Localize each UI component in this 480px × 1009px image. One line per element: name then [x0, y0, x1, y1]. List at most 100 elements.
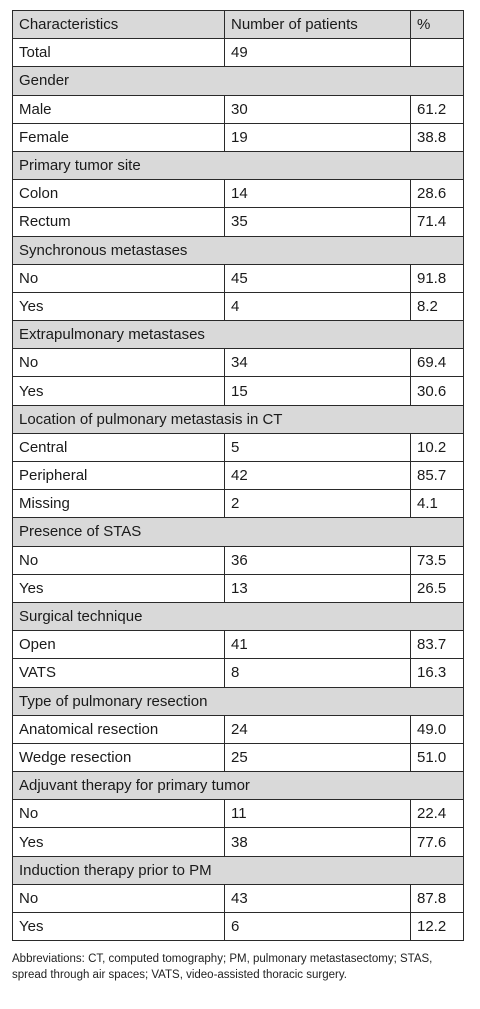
row-count: 14	[224, 179, 411, 209]
row-percent: 49.0	[410, 714, 464, 744]
section-title: Type of pulmonary resection	[12, 686, 464, 716]
table-row: Wedge resection 25 51.0	[12, 742, 464, 773]
row-label: Female	[12, 122, 225, 152]
row-label: Yes	[12, 291, 225, 322]
table-row: Yes 38 77.6	[12, 827, 464, 857]
row-label: No	[12, 348, 225, 378]
row-count: 2	[224, 489, 411, 519]
section-header-row: Location of pulmonary metastasis in CT	[12, 404, 464, 434]
table-row: Open 41 83.7	[12, 630, 464, 660]
header-number-of-patients: Number of patients	[224, 9, 411, 40]
row-count: 41	[224, 630, 411, 660]
table-row: Rectum 35 71.4	[12, 207, 464, 237]
row-percent: 85.7	[410, 460, 464, 491]
row-percent: 73.5	[410, 545, 464, 575]
table-row: Yes 15 30.6	[12, 376, 464, 406]
section-header-row: Adjuvant therapy for primary tumor	[12, 771, 464, 801]
table-row: Missing 2 4.1	[12, 489, 464, 519]
table-row: No 45 91.8	[12, 263, 464, 293]
row-count: 45	[224, 263, 411, 293]
row-count: 4	[224, 291, 411, 322]
row-label: Missing	[12, 489, 225, 519]
row-percent: 71.4	[410, 207, 464, 237]
table-row: Yes 4 8.2	[12, 291, 464, 322]
row-percent: 10.2	[410, 432, 464, 463]
section-title: Presence of STAS	[12, 517, 464, 547]
table-row: Peripheral 42 85.7	[12, 460, 464, 491]
table-row: Male 30 61.2	[12, 94, 464, 124]
total-label: Total	[12, 38, 225, 68]
row-label: Yes	[12, 573, 225, 603]
row-count: 8	[224, 658, 411, 688]
row-label: Central	[12, 432, 225, 463]
total-count: 49	[224, 38, 411, 68]
section-header-row: Induction therapy prior to PM	[12, 855, 464, 885]
row-percent: 51.0	[410, 742, 464, 773]
patient-characteristics-table: Characteristics Number of patients % Tot…	[12, 9, 464, 942]
row-percent: 22.4	[410, 799, 464, 829]
row-count: 6	[224, 911, 411, 942]
row-label: Yes	[12, 911, 225, 942]
row-count: 19	[224, 122, 411, 152]
total-row: Total 49	[12, 38, 464, 68]
section-header-row: Surgical technique	[12, 601, 464, 632]
row-count: 42	[224, 460, 411, 491]
row-label: Male	[12, 94, 225, 124]
section-header-row: Type of pulmonary resection	[12, 686, 464, 716]
row-count: 30	[224, 94, 411, 124]
row-label: VATS	[12, 658, 225, 688]
row-label: Wedge resection	[12, 742, 225, 773]
row-label: Colon	[12, 179, 225, 209]
row-count: 34	[224, 348, 411, 378]
row-label: No	[12, 883, 225, 914]
row-percent: 30.6	[410, 376, 464, 406]
table-row: VATS 8 16.3	[12, 658, 464, 688]
row-percent: 38.8	[410, 122, 464, 152]
row-percent: 12.2	[410, 911, 464, 942]
row-percent: 26.5	[410, 573, 464, 603]
row-percent: 8.2	[410, 291, 464, 322]
row-label: No	[12, 263, 225, 293]
row-label: Anatomical resection	[12, 714, 225, 744]
section-header-row: Primary tumor site	[12, 150, 464, 181]
table-row: No 11 22.4	[12, 799, 464, 829]
row-percent: 16.3	[410, 658, 464, 688]
row-percent: 91.8	[410, 263, 464, 293]
row-label: No	[12, 545, 225, 575]
row-count: 36	[224, 545, 411, 575]
row-label: No	[12, 799, 225, 829]
row-label: Rectum	[12, 207, 225, 237]
footnote: Abbreviations: CT, computed tomography; …	[12, 953, 433, 982]
table-row: Central 5 10.2	[12, 432, 464, 463]
section-title: Extrapulmonary metastases	[12, 320, 464, 350]
row-count: 11	[224, 799, 411, 829]
row-percent: 87.8	[410, 883, 464, 914]
row-label: Open	[12, 630, 225, 660]
section-title: Adjuvant therapy for primary tumor	[12, 771, 464, 801]
row-count: 5	[224, 432, 411, 463]
row-count: 35	[224, 207, 411, 237]
table-row: Anatomical resection 24 49.0	[12, 714, 464, 744]
section-header-row: Presence of STAS	[12, 517, 464, 547]
row-count: 43	[224, 883, 411, 914]
section-header-row: Extrapulmonary metastases	[12, 320, 464, 350]
table-body: Total 49 Gender Male 30 61.2 Female 19 38.8 Pri…	[12, 38, 464, 942]
row-label: Peripheral	[12, 460, 225, 491]
section-title: Gender	[12, 66, 464, 96]
table-row: Colon 14 28.6	[12, 179, 464, 209]
section-title: Primary tumor site	[12, 150, 464, 181]
row-percent: 69.4	[410, 348, 464, 378]
row-label: Yes	[12, 376, 225, 406]
row-count: 38	[224, 827, 411, 857]
row-percent: 83.7	[410, 630, 464, 660]
table-row: Yes 13 26.5	[12, 573, 464, 603]
total-percent	[410, 38, 464, 68]
row-percent: 28.6	[410, 179, 464, 209]
section-header-row: Gender	[12, 66, 464, 96]
table-row: No 36 73.5	[12, 545, 464, 575]
row-count: 13	[224, 573, 411, 603]
section-title: Synchronous metastases	[12, 235, 464, 265]
table-row: Female 19 38.8	[12, 122, 464, 152]
section-header-row: Synchronous metastases	[12, 235, 464, 265]
row-percent: 77.6	[410, 827, 464, 857]
